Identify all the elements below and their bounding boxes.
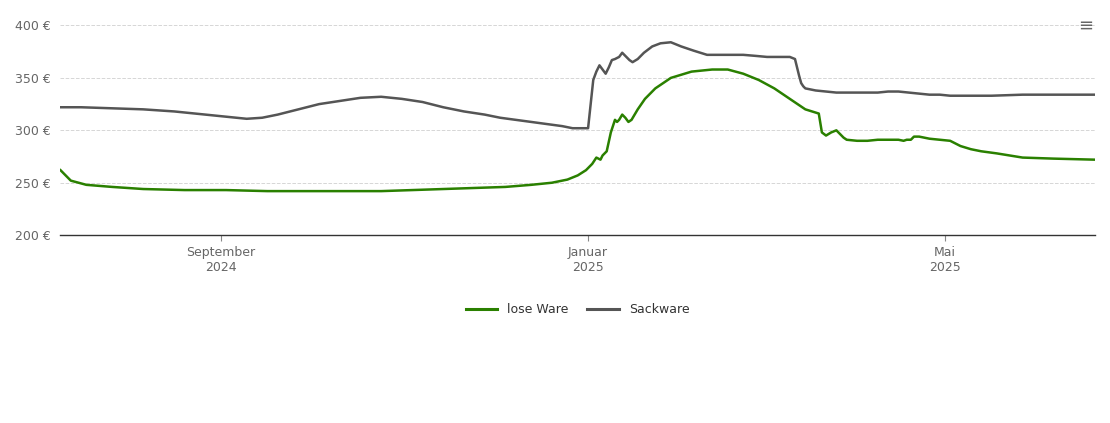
Text: ≡: ≡ [1078, 17, 1093, 35]
Legend: lose Ware, Sackware: lose Ware, Sackware [461, 298, 695, 321]
